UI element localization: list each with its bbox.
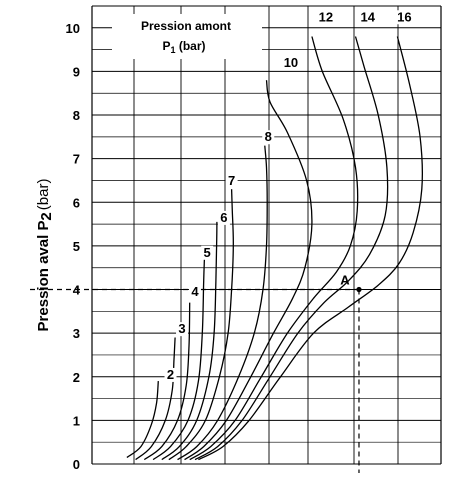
- annotation-box: [112, 14, 262, 59]
- series-label-bg: [217, 210, 230, 225]
- annotation-line-2: P1 (bar): [162, 39, 205, 55]
- series-label-bg: [164, 367, 177, 382]
- annotation-subscript: 1: [171, 45, 176, 55]
- series-line-12: [189, 36, 359, 461]
- y-tick-label: 1: [73, 413, 80, 428]
- y-axis-label-subscript: 2: [38, 212, 55, 220]
- series-label-8: 8: [265, 129, 272, 144]
- series-label-6: 6: [220, 210, 227, 225]
- series-line-5: [152, 258, 206, 461]
- series-line-8: [177, 145, 268, 461]
- annotation-line-1: Pression amont: [141, 19, 231, 33]
- series-label-5: 5: [204, 245, 211, 260]
- y-tick-label: 5: [73, 239, 80, 254]
- series-label-3: 3: [178, 321, 185, 336]
- series-label-10: 10: [284, 55, 298, 70]
- series-label-bg: [225, 173, 238, 188]
- series-label-bg: [357, 10, 378, 25]
- y-tick-label: 8: [73, 108, 80, 123]
- series-line-14: [194, 36, 389, 461]
- series-label-16: 16: [397, 9, 411, 24]
- label-layer: 2 3 4 5 6 7 8 10 12 14 16 A Pression amont P1 (bar): [112, 9, 415, 382]
- series-label-7: 7: [228, 173, 235, 188]
- y-tick-label: 6: [73, 195, 80, 210]
- series-label-14: 14: [360, 9, 375, 24]
- y-axis-label-main: Pression aval P: [35, 221, 52, 332]
- marker-label: A: [340, 273, 350, 288]
- series-label-bg: [280, 56, 301, 71]
- series-label-bg: [201, 245, 214, 260]
- y-tick-label: 3: [73, 326, 80, 341]
- y-axis-label-unit: (bar): [35, 179, 52, 211]
- y-tick-label: 7: [73, 152, 80, 167]
- series-line-10: [184, 80, 313, 461]
- series-line-3: [135, 337, 176, 461]
- series-line-6: [161, 221, 218, 461]
- marker-point: [356, 286, 362, 293]
- y-tick-label: 0: [73, 457, 80, 472]
- annotation-unit: (bar): [176, 39, 206, 53]
- series-line-4: [143, 302, 191, 461]
- series-layer: [126, 36, 423, 461]
- series-label-bg: [394, 10, 415, 25]
- series-label-bg: [262, 130, 275, 145]
- y-tick-label: 4: [73, 283, 81, 298]
- y-tick-label: 9: [73, 64, 80, 79]
- series-label-2: 2: [167, 367, 174, 382]
- series-label-bg: [315, 10, 336, 25]
- series-label-bg: [188, 285, 201, 300]
- series-label-12: 12: [319, 9, 333, 24]
- y-tick-label: 10: [66, 21, 80, 36]
- series-line-16: [198, 36, 423, 461]
- y-axis-label: Pression aval P2(bar): [35, 179, 55, 332]
- series-label-bg: [176, 322, 189, 337]
- series-label-4: 4: [191, 284, 199, 299]
- grid-layer: [91, 5, 442, 465]
- y-tick-label: 2: [73, 370, 80, 385]
- annotation-symbol: P: [162, 39, 170, 53]
- series-line-2: [126, 381, 159, 459]
- series-line-7: [168, 189, 234, 461]
